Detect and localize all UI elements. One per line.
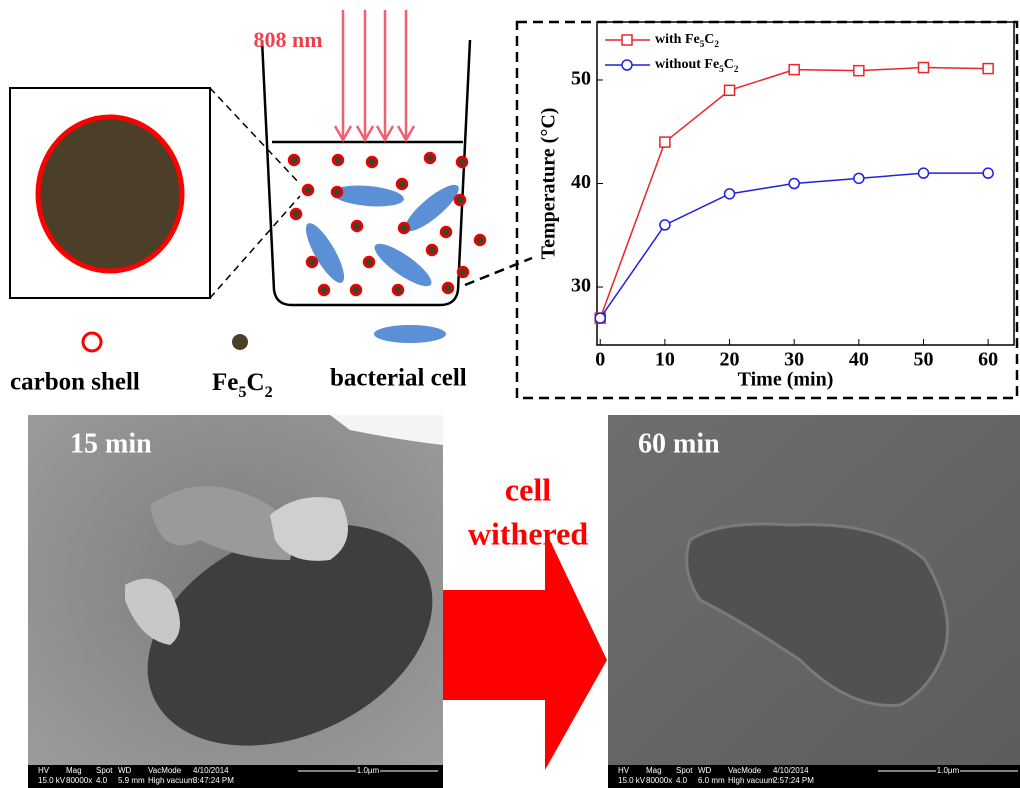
scale-label: 1.0µm (357, 766, 380, 775)
x-tick-label: 10 (655, 349, 675, 371)
x-tick-label: 50 (913, 349, 933, 371)
info-header: 4/10/2014 (773, 766, 809, 775)
legend-label: bacterial cell (330, 365, 467, 392)
figure: 808 nm carbon shell Fe5C2 bacterial cell… (0, 0, 1020, 788)
sem-image-right (608, 415, 1020, 788)
legend-label: carbon shell (10, 369, 140, 396)
data-point (918, 168, 928, 178)
arrow-label: cell (505, 471, 551, 507)
data-point (854, 66, 864, 76)
x-tick-label: 40 (849, 349, 869, 371)
info-header: Spot (676, 766, 693, 775)
particles (289, 153, 485, 295)
info-header: 4/10/2014 (193, 766, 229, 775)
y-tick-label: 40 (571, 171, 591, 193)
legend-label: with Fe5C2 (655, 32, 719, 49)
arrow-label: withered (468, 515, 588, 551)
fe5c2-icon (232, 334, 248, 350)
legend-marker (622, 60, 632, 70)
x-tick-label: 30 (784, 349, 804, 371)
data-point (789, 179, 799, 189)
info-header: WD (698, 766, 712, 775)
info-header: Spot (96, 766, 113, 775)
data-point (854, 173, 864, 183)
y-tick-label: 50 (571, 68, 591, 90)
info-value: 3:47:24 PM (193, 776, 234, 785)
sem-label: 15 min (70, 428, 152, 459)
sem-image-left (28, 415, 468, 788)
y-axis-label: Temperature (°C) (538, 108, 560, 260)
info-header: VacMode (148, 766, 182, 775)
scale-label: 1.0µm (937, 766, 960, 775)
data-point (595, 313, 605, 323)
info-value: 4.0 (96, 776, 108, 785)
legend-label: Fe5C2 (212, 369, 273, 401)
info-value: 5.9 mm (118, 776, 145, 785)
data-point (918, 63, 928, 73)
x-tick-label: 0 (595, 349, 605, 371)
data-point (983, 64, 993, 74)
info-value: 80000x (646, 776, 672, 785)
info-header: Mag (66, 766, 82, 775)
info-value: 6.0 mm (698, 776, 725, 785)
info-value: 15.0 kV (38, 776, 66, 785)
legend-marker (622, 35, 632, 45)
x-axis-label: Time (min) (738, 369, 834, 391)
x-tick-label: 60 (978, 349, 998, 371)
info-header: Mag (646, 766, 662, 775)
info-header: VacMode (728, 766, 762, 775)
info-header: HV (38, 766, 50, 775)
series-line (600, 173, 988, 318)
info-value: High vacuum (148, 776, 195, 785)
sem-label: 60 min (638, 428, 720, 459)
info-header: WD (118, 766, 132, 775)
data-point (789, 65, 799, 75)
laser-arrows (335, 10, 414, 140)
data-point (660, 220, 670, 230)
connector (465, 258, 532, 285)
data-point (660, 137, 670, 147)
info-value: 2:57:24 PM (773, 776, 814, 785)
info-value: 80000x (66, 776, 92, 785)
arrow (443, 530, 607, 770)
info-value: 4.0 (676, 776, 688, 785)
zoom-line (210, 88, 300, 184)
data-point (725, 189, 735, 199)
info-value: 15.0 kV (618, 776, 646, 785)
chart: 0 10 20 30 40 50 60 30 40 50 Time (min) Temperature… (538, 22, 1014, 391)
bacteria (299, 178, 464, 292)
legend-label: without Fe5C2 (655, 57, 739, 74)
data-point (983, 168, 993, 178)
data-point (725, 85, 735, 95)
x-tick-label: 20 (720, 349, 740, 371)
carbon-shell-icon (83, 333, 101, 351)
particle-zoom (38, 117, 182, 271)
zoom-line (210, 196, 300, 298)
info-header: HV (618, 766, 630, 775)
bacterial-cell-icon (374, 325, 446, 343)
info-value: High vacuum (728, 776, 775, 785)
series-line (600, 68, 988, 319)
y-tick-label: 30 (571, 275, 591, 297)
laser-label: 808 nm (253, 27, 322, 52)
